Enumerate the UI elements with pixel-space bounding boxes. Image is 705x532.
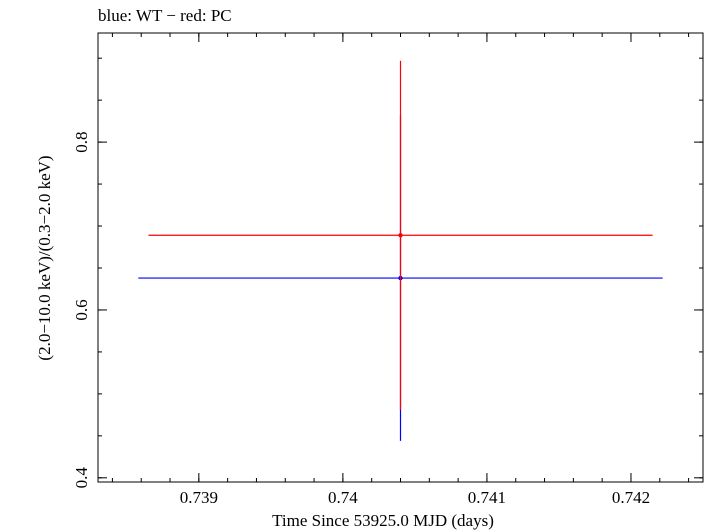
x-tick-label: 0.741 — [468, 488, 506, 507]
y-tick-label: 0.8 — [72, 131, 91, 152]
x-axis-label: Time Since 53925.0 MJD (days) — [272, 511, 494, 530]
x-tick-label: 0.739 — [180, 488, 218, 507]
data-point-pc — [398, 233, 403, 238]
x-tick-label: 0.74 — [328, 488, 358, 507]
y-tick-label: 0.4 — [72, 467, 91, 489]
x-tick-label: 0.742 — [612, 488, 650, 507]
chart-title: blue: WT − red: PC — [98, 6, 232, 25]
plot-area — [138, 60, 663, 441]
axes: 0.739 0.74 0.741 0.742 0.4 0.6 0.8 — [72, 32, 704, 507]
y-axis-label: (2.0−10.0 keV)/(0.3−2.0 keV) — [35, 155, 54, 360]
y-tick-label: 0.6 — [72, 299, 91, 320]
